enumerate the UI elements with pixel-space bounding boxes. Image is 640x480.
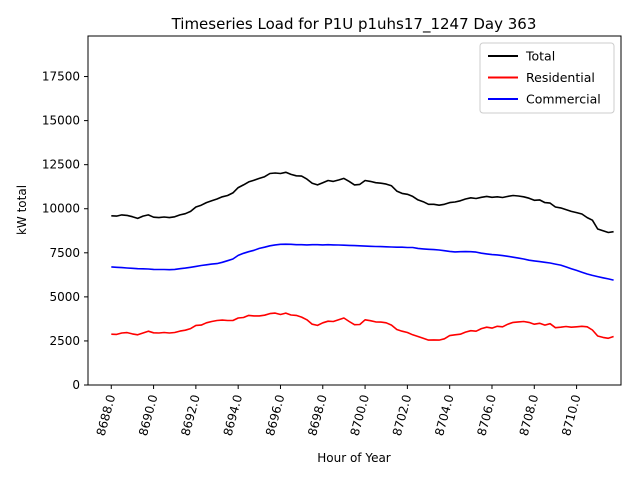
- legend-label-commercial: Commercial: [526, 92, 601, 107]
- y-axis: 0 2500 5000 7500 10000 12500 15000 17500: [42, 70, 88, 392]
- legend-items: Total Residential Commercial: [488, 49, 601, 107]
- y-tick-label: 17500: [42, 70, 80, 84]
- y-tick-label: 2500: [49, 334, 80, 348]
- y-tick-label: 5000: [49, 290, 80, 304]
- plot-frame: [87, 35, 622, 386]
- legend: Total Residential Commercial: [479, 42, 615, 114]
- legend-box: [479, 42, 615, 114]
- series-layer: [111, 171, 614, 341]
- legend-label-total: Total: [525, 49, 555, 64]
- legend-label-residential: Residential: [526, 70, 595, 85]
- series-line-residential: [111, 312, 614, 341]
- y-tick-label: 12500: [42, 158, 80, 172]
- y-tick-label: 0: [72, 378, 80, 392]
- y-tick-label: 10000: [42, 202, 80, 216]
- y-tick-label: 7500: [49, 246, 80, 260]
- series-line-commercial: [111, 243, 614, 281]
- y-axis-label: kW total: [15, 185, 29, 235]
- x-axis-label: Hour of Year: [317, 451, 391, 465]
- chart-title: Timeseries Load for P1U p1uhs17_1247 Day…: [171, 15, 537, 34]
- series-line-total: [111, 171, 614, 234]
- y-tick-label: 15000: [42, 114, 80, 128]
